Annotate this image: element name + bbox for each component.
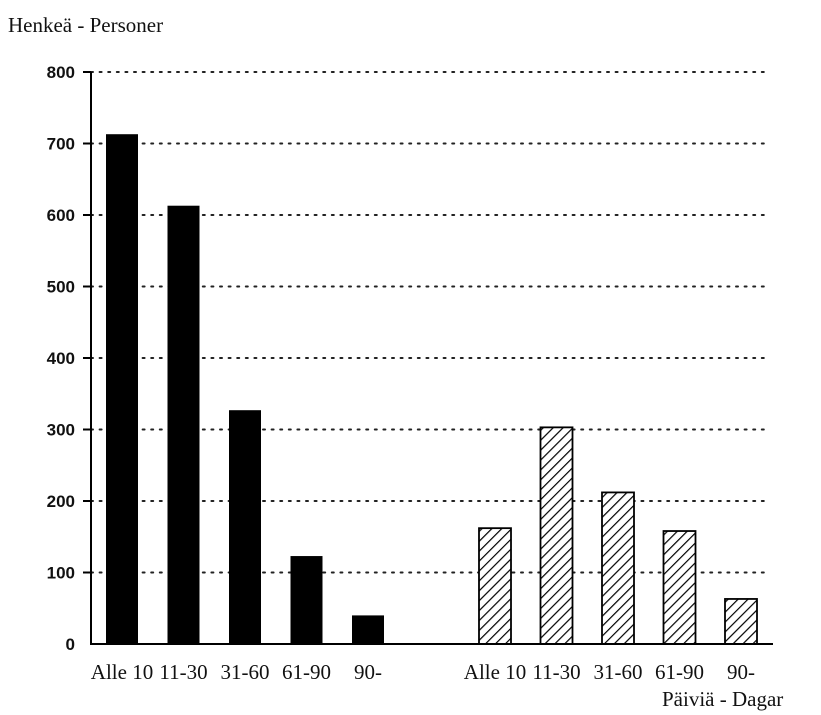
x-tick-label: 31-60 bbox=[221, 660, 270, 684]
bar-solid bbox=[290, 556, 323, 644]
x-axis-label: Päiviä - Dagar bbox=[662, 687, 783, 711]
y-axis-ticks: 0 100 200 300 400 500 600 700 800 bbox=[47, 63, 91, 654]
y-tick-label: 200 bbox=[47, 492, 75, 511]
y-tick-label: 500 bbox=[47, 278, 75, 297]
bar-solid bbox=[106, 134, 138, 644]
x-tick-label: Alle 10 bbox=[91, 660, 153, 684]
category-labels: Alle 10 11-30 31-60 61-90 90- Alle 10 11-30 31-… bbox=[91, 660, 755, 684]
bar-solid bbox=[229, 410, 261, 644]
y-tick-label: 100 bbox=[47, 564, 75, 583]
bar-solid bbox=[352, 615, 384, 644]
y-tick-label: 0 bbox=[66, 635, 75, 654]
y-tick-label: 700 bbox=[47, 135, 75, 154]
y-tick-label: 400 bbox=[47, 349, 75, 368]
bars bbox=[106, 134, 758, 645]
bar-hatched bbox=[478, 527, 512, 645]
bar-hatched bbox=[662, 530, 697, 645]
x-tick-label: 90- bbox=[354, 660, 382, 684]
y-tick-label: 300 bbox=[47, 421, 75, 440]
x-tick-label: 31-60 bbox=[594, 660, 643, 684]
x-tick-label: 61-90 bbox=[282, 660, 331, 684]
bar-solid bbox=[167, 205, 200, 644]
y-axis-label: Henkeä - Personer bbox=[8, 13, 163, 37]
x-tick-label: 11-30 bbox=[532, 660, 580, 684]
x-tick-label: Alle 10 bbox=[464, 660, 526, 684]
y-tick-label: 600 bbox=[47, 206, 75, 225]
bar-hatched bbox=[601, 491, 635, 645]
x-tick-label: 11-30 bbox=[159, 660, 207, 684]
x-tick-label: 61-90 bbox=[655, 660, 704, 684]
x-tick-label: 90- bbox=[727, 660, 755, 684]
bar-hatched bbox=[724, 598, 758, 645]
gridlines bbox=[90, 71, 771, 574]
bar-hatched bbox=[539, 426, 574, 645]
y-tick-label: 800 bbox=[47, 63, 75, 82]
